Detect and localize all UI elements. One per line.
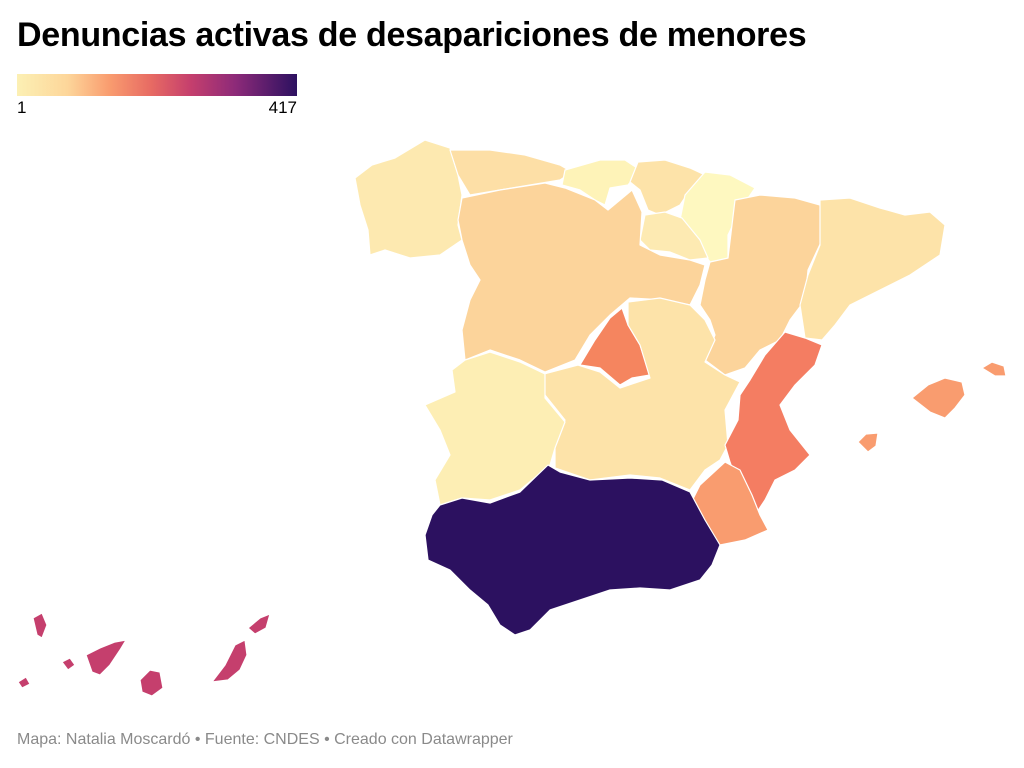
region-extremadura[interactable] (424, 351, 566, 506)
region-la-palma[interactable] (32, 612, 48, 639)
legend-gradient-bar (17, 74, 297, 96)
region-comunidad-valenciana[interactable] (724, 331, 823, 516)
region-galicia[interactable] (354, 139, 463, 259)
region-fuerteventura[interactable] (211, 639, 248, 683)
region-islas-baleares[interactable] (911, 377, 966, 419)
region-menorca[interactable] (981, 361, 1007, 377)
color-legend: 1 417 (17, 74, 297, 120)
region-cantabria[interactable] (561, 159, 641, 206)
region-lanzarote[interactable] (247, 613, 271, 635)
legend-min-label: 1 (17, 98, 27, 117)
region-castilla-la-mancha[interactable] (539, 297, 741, 491)
legend-max-label: 417 (268, 98, 297, 117)
region-madrid[interactable] (579, 307, 651, 386)
region-pais-vasco[interactable] (629, 159, 706, 216)
map-title: Denuncias activas de desapariciones de m… (17, 16, 807, 54)
map-footer-credits: Mapa: Natalia Moscardó • Fuente: CNDES •… (17, 731, 513, 748)
region-la-rioja[interactable] (639, 211, 709, 261)
region-asturias[interactable] (449, 149, 573, 196)
region-ibiza[interactable] (857, 432, 879, 453)
legend-labels: 1 417 (17, 98, 297, 120)
region-andalucia[interactable] (424, 464, 721, 636)
region-la-gomera[interactable] (61, 657, 76, 671)
region-tenerife[interactable] (85, 639, 127, 676)
region-gran-canaria[interactable] (139, 669, 164, 697)
region-cataluna[interactable] (799, 197, 946, 341)
region-el-hierro[interactable] (17, 676, 31, 689)
